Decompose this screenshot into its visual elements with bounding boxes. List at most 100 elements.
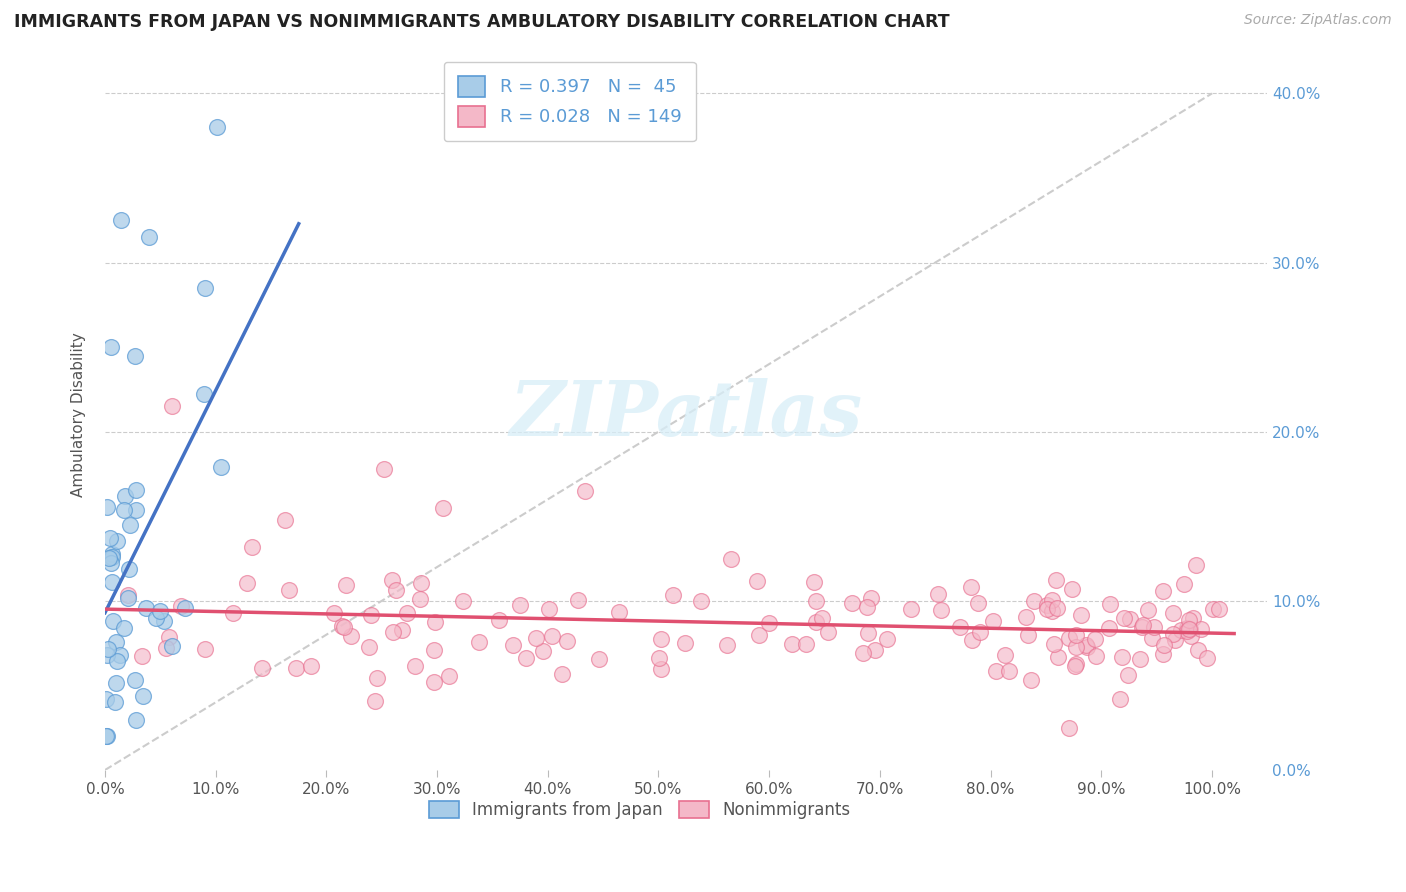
Point xyxy=(104,695,127,709)
Point xyxy=(1170,623,1192,637)
Point xyxy=(1189,622,1212,636)
Point xyxy=(1098,621,1121,635)
Point xyxy=(299,659,322,673)
Point xyxy=(145,611,167,625)
Point xyxy=(1083,632,1105,647)
Point xyxy=(360,608,382,623)
Point xyxy=(432,500,454,515)
Point xyxy=(690,594,713,608)
Point xyxy=(135,601,157,615)
Point xyxy=(105,654,128,668)
Text: Source: ZipAtlas.com: Source: ZipAtlas.com xyxy=(1244,13,1392,28)
Point xyxy=(100,575,122,590)
Point xyxy=(1164,633,1187,648)
Point xyxy=(997,665,1019,679)
Point xyxy=(1064,628,1087,642)
Point xyxy=(929,603,952,617)
Point xyxy=(716,638,738,652)
Point xyxy=(1163,626,1185,640)
Point xyxy=(105,676,128,690)
Point xyxy=(112,621,135,635)
Point xyxy=(1140,631,1163,645)
Point xyxy=(205,120,228,135)
Point xyxy=(112,503,135,517)
Point xyxy=(194,641,217,656)
Point xyxy=(94,729,117,743)
Point xyxy=(124,502,146,516)
Point xyxy=(157,630,180,644)
Point xyxy=(650,632,672,647)
Point xyxy=(806,615,828,630)
Point xyxy=(114,488,136,502)
Point xyxy=(118,562,141,576)
Point xyxy=(451,593,474,607)
Point xyxy=(780,637,803,651)
Point xyxy=(396,606,419,620)
Point xyxy=(1161,606,1184,620)
Point xyxy=(373,462,395,476)
Point xyxy=(117,591,139,605)
Point xyxy=(984,664,1007,678)
Point xyxy=(540,629,562,643)
Point xyxy=(900,602,922,616)
Point xyxy=(101,614,124,628)
Y-axis label: Ambulatory Disability: Ambulatory Disability xyxy=(72,333,86,497)
Point xyxy=(1074,638,1097,652)
Point xyxy=(551,667,574,681)
Point xyxy=(967,596,990,610)
Point xyxy=(1040,604,1063,618)
Point xyxy=(747,574,769,588)
Point xyxy=(98,531,121,545)
Point xyxy=(574,483,596,498)
Point xyxy=(98,550,121,565)
Point xyxy=(720,552,742,566)
Point xyxy=(1195,651,1218,665)
Text: ZIPatlas: ZIPatlas xyxy=(509,378,863,452)
Point xyxy=(531,643,554,657)
Point xyxy=(1064,659,1087,673)
Point xyxy=(806,593,828,607)
Text: IMMIGRANTS FROM JAPAN VS NONIMMIGRANTS AMBULATORY DISABILITY CORRELATION CHART: IMMIGRANTS FROM JAPAN VS NONIMMIGRANTS A… xyxy=(14,13,949,31)
Point xyxy=(949,620,972,634)
Point xyxy=(876,632,898,647)
Point xyxy=(962,632,984,647)
Point xyxy=(468,634,491,648)
Point xyxy=(1130,620,1153,634)
Point xyxy=(1064,657,1087,672)
Point xyxy=(108,648,131,662)
Point xyxy=(1109,691,1132,706)
Point xyxy=(859,591,882,605)
Point xyxy=(409,592,432,607)
Point xyxy=(994,648,1017,662)
Point xyxy=(1047,650,1070,665)
Point xyxy=(817,624,839,639)
Point xyxy=(381,573,404,587)
Point xyxy=(1184,558,1206,572)
Point xyxy=(1119,612,1142,626)
Point xyxy=(662,588,685,602)
Point xyxy=(423,615,446,629)
Point xyxy=(1045,574,1067,588)
Point xyxy=(1040,592,1063,607)
Point xyxy=(391,623,413,637)
Point xyxy=(252,661,274,675)
Point xyxy=(488,613,510,627)
Point xyxy=(125,713,148,727)
Point xyxy=(1180,628,1202,642)
Point xyxy=(131,649,153,664)
Point xyxy=(160,639,183,653)
Point xyxy=(366,671,388,685)
Point xyxy=(411,576,433,591)
Point xyxy=(981,615,1004,629)
Point xyxy=(538,602,561,616)
Point xyxy=(1178,622,1201,636)
Point xyxy=(810,611,832,625)
Point xyxy=(222,606,245,620)
Point xyxy=(524,631,547,645)
Point xyxy=(437,668,460,682)
Point xyxy=(607,605,630,619)
Point xyxy=(335,578,357,592)
Point xyxy=(323,606,346,620)
Point xyxy=(1152,648,1174,662)
Point xyxy=(118,517,141,532)
